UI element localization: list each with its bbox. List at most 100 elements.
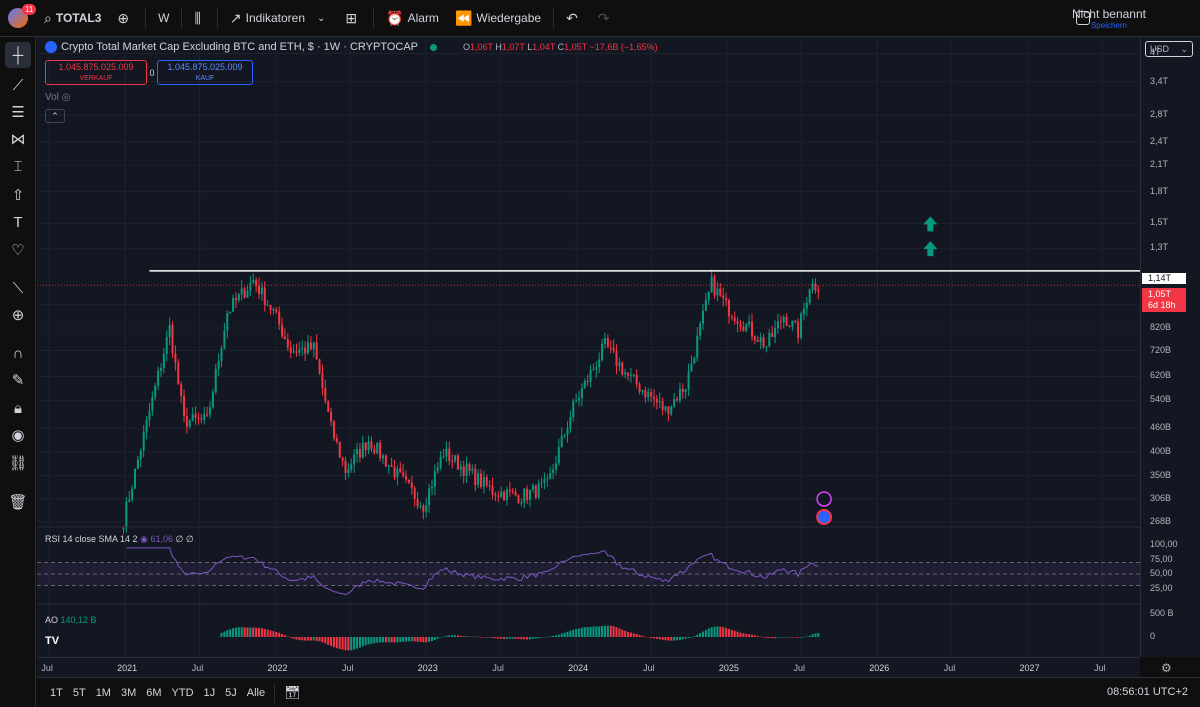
us-flag-event-icon[interactable] [816, 509, 833, 525]
price-tick-label: 1,3T [1150, 242, 1169, 253]
volume-legend[interactable]: Vol ◎ [45, 92, 70, 103]
replay-button[interactable]: ⏪ Wiedergabe [447, 4, 549, 32]
layout-checkbox-icon[interactable] [1076, 11, 1090, 25]
rsi-extra-2: ∅ [185, 534, 194, 544]
currency-select[interactable]: USD ⌄ [1145, 41, 1193, 57]
chart-area[interactable]: Crypto Total Market Cap Excluding BTC an… [37, 37, 1140, 657]
ao-bar [690, 637, 693, 638]
indicators-button[interactable]: ↗ Indikatoren ⌄ [222, 4, 338, 32]
layout-name-button[interactable]: Nicht benannt Speichern [1072, 7, 1146, 30]
rsi-settings-icon[interactable]: ◉ [140, 534, 151, 544]
buy-button[interactable]: 1.045.875.025.009 KAUF [157, 60, 253, 85]
heart-icon[interactable]: ♡ [11, 242, 25, 259]
arrow-markers[interactable] [923, 216, 938, 257]
grid-icon: ⊞ [345, 9, 358, 26]
ao-legend[interactable]: AO 140,12 B [45, 615, 97, 625]
candle [552, 464, 555, 480]
lock-icon[interactable]: 🔒︎ [14, 399, 22, 417]
buy-label: KAUF [195, 75, 215, 82]
compare-symbol-button[interactable]: ⊕ [109, 4, 141, 32]
pencil-lock-icon[interactable]: ✎ [11, 372, 25, 389]
ao-bar [318, 637, 321, 642]
candle [797, 318, 800, 344]
link-icon[interactable]: ⛓︎ [8, 455, 28, 472]
candle [699, 321, 702, 341]
alert-button[interactable]: ⏰ Alarm [378, 4, 447, 32]
candle [234, 292, 237, 309]
date-range-calendar-icon[interactable]: 📅︎ [284, 684, 301, 700]
clock[interactable]: 08:56:01 UTC+2 [1106, 686, 1188, 698]
ao-bar [589, 626, 592, 637]
ao-bar [595, 626, 598, 637]
trend-line-tool-icon[interactable]: ⟋ [12, 76, 24, 94]
eye-off-icon[interactable]: ◎ [61, 92, 71, 103]
price-tick-label: 350B [1150, 469, 1172, 480]
ao-bar [379, 637, 382, 643]
magnet-icon[interactable]: ∩ [12, 344, 24, 362]
crosshair-tool-icon[interactable]: ┼ [5, 42, 31, 68]
range-button-5j[interactable]: 5J [225, 686, 237, 699]
redo-button[interactable]: ↷ [590, 4, 622, 32]
lightning-event-icon[interactable] [816, 491, 832, 507]
sell-button[interactable]: 1.045.875.025.009 VERKAUF [45, 60, 147, 85]
chart-svg[interactable] [37, 37, 1140, 657]
event-markers[interactable] [816, 491, 833, 525]
candle [696, 327, 699, 362]
trash-icon[interactable]: 🗑︎ [8, 494, 28, 511]
candle [419, 501, 422, 509]
range-button-3m[interactable]: 3M [120, 686, 137, 699]
rsi-legend[interactable]: RSI 14 close SMA 14 2 ◉ 61,06 ∅ ∅ [45, 534, 194, 545]
arrow-up-icon[interactable] [923, 216, 938, 232]
time-axis[interactable]: Jul 2021 Jul 2022 Jul 2023 Jul 2024 Jul 2025 Jul 20… [37, 657, 1140, 677]
candle [327, 399, 330, 413]
candle [753, 335, 756, 345]
series-title[interactable]: Crypto Total Market Cap Excluding BTC an… [61, 41, 419, 53]
settings-gear-icon[interactable]: ⚙ [1161, 661, 1172, 675]
range-button-ytd[interactable]: YTD [171, 686, 194, 699]
range-button-5t[interactable]: 5T [72, 686, 86, 699]
interval-button[interactable]: W [150, 4, 177, 32]
ao-bar [255, 627, 258, 637]
candle [413, 485, 416, 507]
range-button-6m[interactable]: 6M [146, 686, 162, 699]
time-tick-label: Jul [191, 663, 204, 673]
zoom-in-icon[interactable]: ⊕ [11, 307, 25, 324]
price-scale[interactable]: USD ⌄ 4T3,4T2,8T2,4T2,1T1,8T1,5T1,3T940B… [1140, 37, 1200, 675]
ao-label: AO [45, 615, 59, 625]
time-tick-label: 2022 [267, 663, 288, 673]
ao-pane [220, 625, 820, 651]
brush-tool-icon[interactable]: ⇧ [11, 187, 25, 204]
redo-icon: ↷ [597, 9, 610, 26]
ao-bar [330, 637, 333, 647]
range-button-1m[interactable]: 1M [95, 686, 111, 699]
range-button-1j[interactable]: 1J [203, 686, 216, 699]
symbol-search-button[interactable]: ⌕ TOTAL3 [36, 4, 109, 32]
tradingview-logo[interactable]: TV [45, 635, 60, 647]
chart-type-button[interactable]: ⫼ [186, 4, 212, 32]
text-tool-icon[interactable]: T [13, 213, 23, 231]
rsi-line [126, 547, 819, 596]
ruler-icon[interactable]: ⟍ [12, 279, 24, 297]
current-price: 1,05T [1148, 289, 1172, 299]
range-button-alle[interactable]: Alle [246, 686, 266, 699]
ao-bar [234, 627, 237, 637]
ao-bar [459, 635, 462, 637]
alert-label: Alarm [407, 11, 439, 25]
undo-button[interactable]: ↶ [558, 4, 590, 32]
candle [621, 360, 624, 377]
pattern-tool-icon[interactable]: ⋈ [10, 131, 26, 148]
projection-tool-icon[interactable]: ⌶ [13, 157, 23, 175]
user-avatar[interactable]: 11 [0, 0, 37, 36]
templates-button[interactable]: ⊞ [337, 4, 369, 32]
candle [298, 342, 301, 357]
rsi-value: 61,06 [150, 534, 173, 544]
arrow-up-icon[interactable] [923, 241, 938, 257]
fib-tool-icon[interactable]: ☰ [11, 104, 25, 121]
ao-bar [526, 637, 529, 640]
collapse-legend-button[interactable]: ⌃ [45, 109, 65, 123]
candle [652, 389, 655, 408]
ao-bar [442, 636, 445, 638]
eye-icon[interactable]: ◉ [11, 427, 25, 444]
range-button-1t[interactable]: 1T [50, 686, 63, 699]
rsi-tick-label: 25,00 [1150, 582, 1173, 593]
